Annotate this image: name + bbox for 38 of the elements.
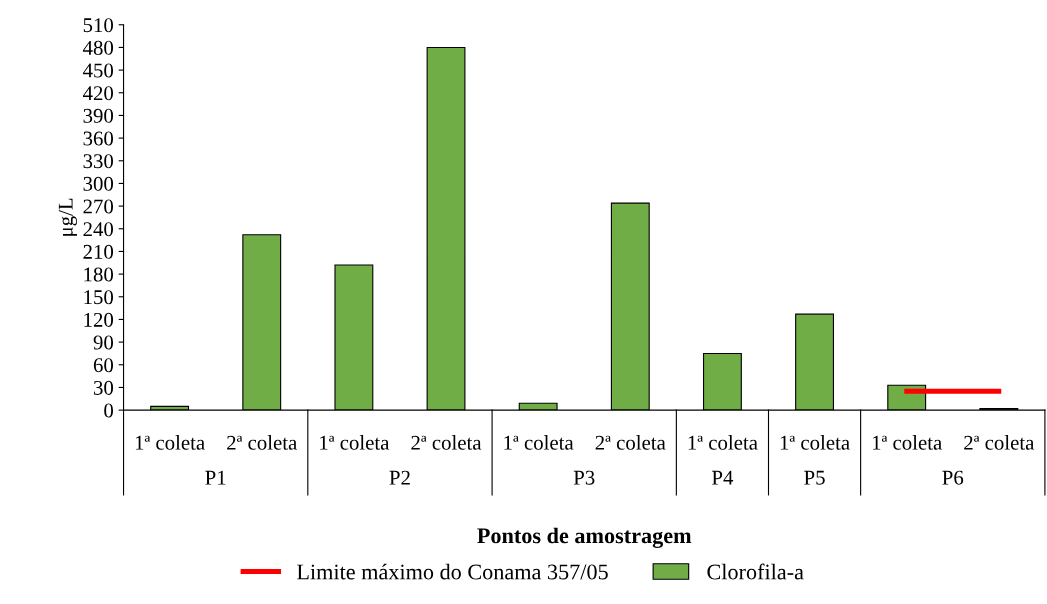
x-tick-label: 1ª coleta (872, 435, 942, 450)
x-axis-title: Pontos de amostragem (477, 527, 692, 548)
x-tick-label: 1ª coleta (135, 435, 205, 450)
text: P2 (389, 470, 410, 485)
y-tick-label: 210 (83, 244, 114, 259)
y-tick-label: 390 (83, 108, 114, 123)
y-tick-label: 270 (83, 199, 114, 214)
x-tick-label: 2ª coleta (411, 435, 482, 450)
text: P1 (205, 470, 226, 485)
y-tick-label: 420 (82, 86, 114, 101)
y-tick-label: 120 (84, 312, 114, 327)
y-tick-label: 510 (83, 18, 114, 33)
y-tick-label: 30 (93, 380, 114, 395)
y-tick-label: 300 (83, 176, 114, 191)
y-tick-label: 360 (83, 131, 114, 146)
x-tick-label: 1ª coleta (780, 435, 850, 450)
y-axis-title: μg/L (58, 198, 78, 236)
y-tick-label: 150 (84, 290, 114, 305)
y-tick-label: 90 (93, 335, 114, 350)
legend-label: Clorofila-a (707, 563, 804, 580)
y-tick-label: 450 (82, 63, 114, 78)
y-tick-label: 330 (83, 154, 114, 169)
x-tick-label: 1ª coleta (504, 435, 574, 450)
x-tick-label: 2ª coleta (227, 435, 298, 450)
y-tick-label: 480 (82, 40, 114, 55)
y-tick-label: 180 (84, 267, 114, 282)
y-tick-label: 0 (104, 403, 114, 418)
y-tick-label: 240 (83, 222, 114, 237)
x-tick-label: 1ª coleta (320, 435, 390, 450)
legend-label: Limite máximo do Conama 357/05 (297, 563, 608, 580)
x-tick-label: 2ª coleta (964, 435, 1035, 450)
text: P5 (804, 470, 825, 485)
text: P4 (712, 470, 734, 485)
text: P3 (573, 470, 595, 485)
y-tick-label: 60 (93, 358, 114, 373)
x-tick-label: 1ª coleta (688, 435, 758, 450)
text: P6 (942, 470, 964, 485)
x-tick-label: 2ª coleta (595, 435, 666, 450)
